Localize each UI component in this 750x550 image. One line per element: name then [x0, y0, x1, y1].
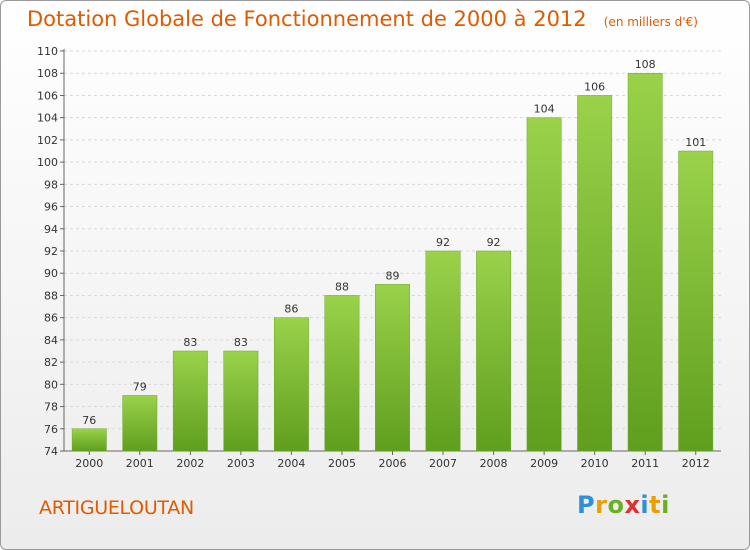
y-tick-label: 80 — [44, 378, 58, 391]
y-tick-label: 90 — [44, 267, 58, 280]
y-tick-label: 84 — [44, 334, 58, 347]
x-tick-label: 2005 — [328, 457, 356, 470]
place-name: ARTIGUELOUTAN — [39, 497, 194, 519]
bar — [71, 428, 107, 452]
y-tick-label: 108 — [37, 67, 58, 80]
logo-letter: x — [624, 491, 641, 519]
bar — [627, 72, 663, 452]
data-label: 83 — [183, 336, 197, 349]
axis-layer: 74 76 78 80 82 84 86 88 90 92 94 96 98 100 102 104 106 10… — [37, 45, 721, 458]
bar — [223, 350, 259, 452]
x-tick-label: 2003 — [227, 457, 255, 470]
x-tick-label: 2009 — [530, 457, 558, 470]
y-tick-label: 106 — [37, 89, 58, 102]
logo-letter: t — [649, 491, 662, 519]
logo-letter: i — [661, 491, 670, 519]
bar-layer — [71, 72, 714, 452]
x-tick-label: 2001 — [126, 457, 154, 470]
y-tick-label: 82 — [44, 356, 58, 369]
x-tick-label: 2000 — [75, 457, 103, 470]
x-tick-label: 2012 — [682, 457, 710, 470]
y-tick-label: 88 — [44, 289, 58, 302]
data-label: 104 — [534, 103, 555, 116]
x-tick-label: 2011 — [631, 457, 659, 470]
data-label: 92 — [436, 236, 450, 249]
chart-title: Dotation Globale de Fonctionnement de 20… — [27, 7, 587, 31]
data-label: 108 — [635, 58, 656, 71]
title-row: Dotation Globale de Fonctionnement de 20… — [27, 7, 698, 31]
data-label: 86 — [284, 303, 298, 316]
y-tick-label: 92 — [44, 245, 58, 258]
proxiti-logo[interactable]: Proxiti — [577, 491, 670, 519]
y-tick-label: 110 — [37, 45, 58, 58]
x-tick-label: 2010 — [581, 457, 609, 470]
bar — [324, 295, 360, 452]
y-tick-label: 76 — [44, 423, 58, 436]
bar — [425, 250, 461, 452]
logo-letter: r — [595, 491, 608, 519]
data-label: 89 — [386, 269, 400, 282]
logo-letter: o — [607, 491, 625, 519]
bar — [577, 95, 613, 452]
x-tick-label: 2008 — [480, 457, 508, 470]
y-tick-label: 104 — [37, 112, 58, 125]
data-label: 88 — [335, 280, 349, 293]
bar — [172, 350, 208, 452]
y-tick-label: 100 — [37, 156, 58, 169]
logo-letter: P — [577, 491, 596, 519]
bar — [678, 150, 714, 452]
x-tick-label: 2007 — [429, 457, 457, 470]
data-label: 101 — [685, 136, 706, 149]
data-label: 92 — [487, 236, 501, 249]
bar — [122, 395, 158, 452]
data-label: 76 — [82, 414, 96, 427]
label-layer: 2000 76 2001 79 2002 83 2003 83 2004 86 2005 88 2006… — [75, 58, 709, 470]
bar — [375, 284, 410, 452]
bar — [273, 317, 309, 452]
data-label: 79 — [133, 380, 147, 393]
x-tick-label: 2004 — [277, 457, 305, 470]
y-tick-label: 78 — [44, 401, 58, 414]
y-tick-label: 102 — [37, 134, 58, 147]
y-tick-label: 96 — [44, 201, 58, 214]
logo-letter: i — [640, 491, 650, 519]
y-tick-label: 74 — [44, 445, 58, 458]
y-tick-label: 98 — [44, 178, 58, 191]
y-tick-label: 94 — [44, 223, 58, 236]
chart-subtitle: (en milliers d'€) — [603, 15, 698, 29]
y-tick-label: 86 — [44, 312, 58, 325]
data-label: 106 — [584, 80, 605, 93]
bar — [476, 250, 512, 452]
x-tick-label: 2002 — [176, 457, 204, 470]
bar — [526, 117, 562, 452]
data-label: 83 — [234, 336, 248, 349]
x-tick-label: 2006 — [379, 457, 407, 470]
